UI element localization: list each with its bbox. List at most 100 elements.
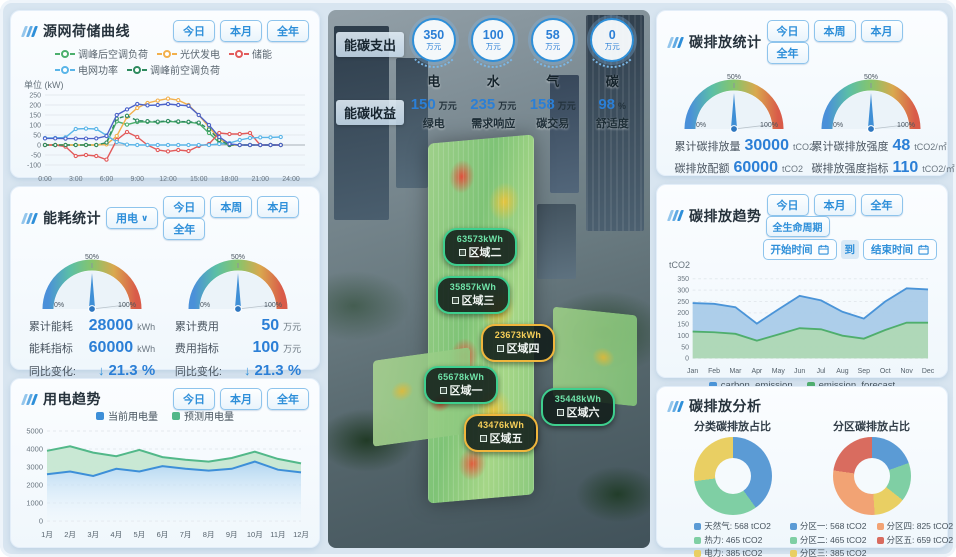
stat-value: 50 [261, 317, 280, 334]
stat-unit: tCO2 [781, 164, 803, 175]
energy-type-dropdown[interactable]: 用电 ∨ [106, 207, 159, 229]
zone-label[interactable]: 65678kWh 区域一 [424, 366, 498, 404]
metric-value: 235 [470, 96, 496, 113]
time-filter-button[interactable]: 本月 [220, 388, 262, 410]
metric-unit: 万元 [426, 41, 442, 51]
svg-text:150: 150 [677, 322, 689, 329]
svg-text:50%: 50% [85, 254, 99, 261]
panel-title: 碳排放趋势 [689, 207, 762, 224]
start-date-picker[interactable]: 开始时间 [762, 239, 837, 260]
svg-text:100%: 100% [760, 122, 778, 129]
legend-item: carbon_emission [708, 380, 793, 391]
time-filter-button[interactable]: 今日 [173, 388, 215, 410]
donut-block: 分类碳排放占比 天然气: 568 tCO2 热力: 465 tCO2 电力: 385 … [663, 416, 802, 557]
zone-icon [479, 435, 487, 443]
zone-label[interactable]: 35448kWh 区域六 [541, 388, 615, 426]
donut-title: 分类碳排放占比 [694, 421, 771, 433]
time-filter-button[interactable]: 全年 [267, 388, 309, 410]
stat-value: 28000 [88, 317, 134, 334]
time-filter-button[interactable]: 全生命周期 [765, 216, 830, 237]
zone-energy-value: 35857kWh [449, 282, 497, 292]
svg-text:100%: 100% [897, 122, 915, 129]
time-filter-button[interactable]: 今日 [173, 20, 215, 42]
time-filter-button[interactable]: 本月 [257, 196, 300, 218]
zone-icon [496, 345, 504, 353]
end-date-picker[interactable]: 结束时间 [863, 239, 937, 260]
metric-name: 需求响应 [471, 118, 516, 130]
time-filter-button[interactable]: 今日 [766, 20, 809, 42]
metric-unit: % [618, 101, 627, 111]
time-filter-button[interactable]: 全年 [860, 194, 903, 216]
legend-label: 储能 [252, 50, 272, 61]
metric-circle: 350 万元 [405, 18, 462, 68]
stat-unit: tCO2 [792, 142, 814, 152]
metric-value: 100 [482, 28, 504, 43]
svg-text:Nov: Nov [900, 368, 913, 375]
legend-label: 热力: 465 tCO2 [704, 534, 763, 545]
stat-row: 费用指标 100 万元 [175, 337, 301, 359]
svg-text:0:00: 0:00 [38, 176, 52, 183]
zone-icon [439, 387, 447, 395]
stat-label: 费用指标 [174, 343, 219, 356]
gauge-block: 0% 50% 100% 累计费用 50 万元 费用指标 100 万元 同比变化: ↓ 21.3 % [165, 249, 311, 381]
donut-legend-item: 天然气: 568 tCO2 [694, 520, 771, 534]
axis-unit-label: 单位 (kW) [24, 80, 64, 90]
time-filter-button[interactable]: 本月 [813, 194, 856, 216]
time-filter-button[interactable]: 全年 [267, 20, 309, 42]
metric-unit: 万元 [498, 101, 517, 111]
stat-label: 累计能耗 [28, 321, 73, 333]
svg-text:Feb: Feb [708, 368, 720, 375]
stat-row: 能耗指标 60000 kWh [29, 337, 155, 359]
panel-carbon-stats: 碳排放统计 今日 本周 本月全年 0% 50% 100% 累计碳排放量 30000 tCO2 碳… [656, 10, 955, 199]
zone-energy-value: 35448kWh [554, 394, 602, 404]
time-filter-button[interactable]: 本周 [813, 20, 856, 42]
expense-label: 能碳支出 [336, 32, 405, 57]
time-filter-button[interactable]: 本月 [860, 20, 903, 42]
zone-label[interactable]: 35857kWh 区域三 [436, 276, 510, 314]
time-filter-button[interactable]: 全年 [163, 218, 206, 240]
gauge: 0% 50% 100% [821, 74, 920, 133]
zone-icon [556, 409, 564, 417]
metric-circle: 100 万元 [465, 18, 522, 68]
zone-label[interactable]: 63573kWh 区域二 [443, 228, 517, 266]
donut-legend-item: 分区二: 465 tCO2 [789, 534, 867, 548]
metric-name: 绿电 [422, 118, 445, 130]
stat-value: 21.3 % [108, 361, 156, 379]
income-row: 能碳收益 150 万元 绿电 235 万元 需求响应 158 万元 碳交易 98% 舒适度 [336, 96, 642, 131]
zone-label[interactable]: 23673kWh 区域四 [481, 324, 555, 362]
metric-value: 350 [423, 28, 445, 43]
time-filter-button[interactable]: 今日 [766, 194, 809, 216]
donut-title: 分区碳排放占比 [833, 421, 910, 433]
donut-legend-item: 分区一: 568 tCO2 [789, 520, 867, 534]
time-filter-button[interactable]: 今日 [163, 196, 206, 218]
legend-label: 预测用电量 [184, 412, 234, 423]
metric-name: 电 [427, 74, 441, 89]
legend-label: 天然气: 568 tCO2 [704, 521, 771, 531]
svg-text:1月: 1月 [41, 530, 53, 539]
zone-name: 区域五 [489, 432, 523, 445]
svg-text:100%: 100% [264, 302, 282, 309]
zone-label[interactable]: 43476kWh 区域五 [464, 414, 538, 452]
stat-row: 累计碳排放量 30000 tCO2 [674, 135, 814, 157]
panel-title: 用电趋势 [43, 391, 101, 407]
legend-label: 光伏发电 [180, 50, 220, 61]
chart-legend: 调峰后空调负荷 光伏发电 储能 电网功率 调峰前空调负荷 [55, 46, 305, 78]
background-building [550, 74, 580, 193]
legend-label: 分区四: 825 tCO2 [886, 521, 954, 531]
metric-unit: 万元 [438, 101, 457, 111]
legend-item: 储能 [229, 46, 272, 61]
stat-unit: kWh [137, 344, 156, 355]
legend-item: 光伏发电 [157, 46, 220, 61]
stat-label: 同比变化: [174, 365, 222, 378]
down-arrow-icon: ↓ [243, 362, 251, 378]
svg-text:50%: 50% [726, 74, 740, 81]
stat-unit: 万元 [283, 344, 302, 355]
svg-text:8月: 8月 [203, 530, 215, 539]
chart-legend: 当前用电量 预测用电量 [11, 408, 319, 423]
legend-label: 调峰前空调负荷 [150, 66, 220, 77]
time-filter-button[interactable]: 本周 [210, 196, 253, 218]
time-filter-button[interactable]: 本月 [220, 20, 262, 42]
stat-row: 碳排放强度指标 110 tCO2/㎡ [811, 157, 954, 179]
time-filter-button[interactable]: 全年 [766, 42, 809, 64]
